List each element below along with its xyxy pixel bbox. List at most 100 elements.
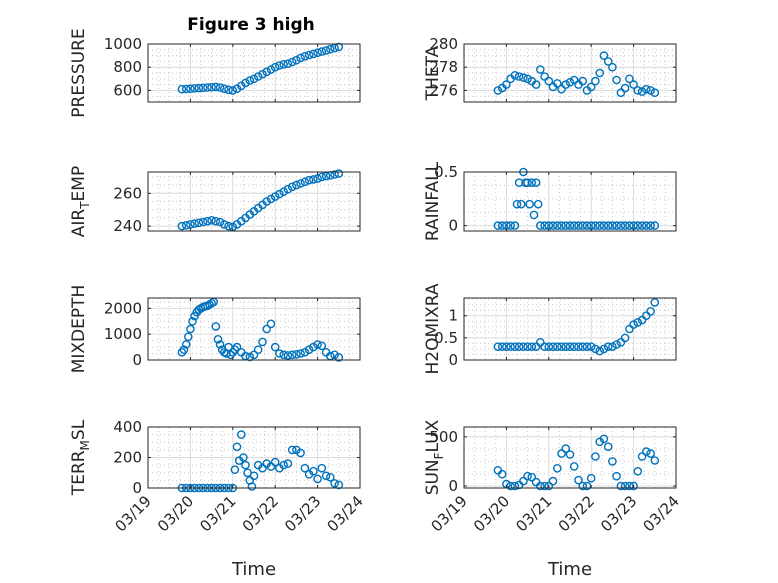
data-point bbox=[266, 319, 276, 329]
data-point bbox=[275, 189, 284, 199]
data-point bbox=[536, 481, 545, 491]
data-point bbox=[569, 462, 579, 471]
data-point bbox=[224, 221, 233, 231]
data-point bbox=[213, 334, 223, 344]
data-point bbox=[578, 76, 588, 86]
data-point bbox=[608, 62, 617, 72]
data-point bbox=[249, 471, 259, 481]
data-point bbox=[582, 481, 592, 491]
data-point bbox=[194, 83, 204, 93]
data-point bbox=[553, 221, 562, 230]
data-point bbox=[544, 481, 554, 491]
x-tick-label: 03/23 bbox=[281, 492, 324, 535]
data-point bbox=[603, 442, 613, 452]
data-point bbox=[561, 80, 571, 89]
data-point bbox=[574, 221, 583, 230]
data-point bbox=[544, 342, 554, 352]
y-tick-label: 400 bbox=[113, 418, 142, 436]
axes-box bbox=[147, 43, 361, 103]
data-point bbox=[198, 217, 208, 227]
data-point bbox=[181, 220, 191, 230]
y-axis-label: PRESSURE bbox=[69, 28, 89, 117]
data-point bbox=[226, 350, 235, 360]
data-point bbox=[529, 210, 539, 220]
data-point bbox=[608, 221, 617, 230]
data-point bbox=[177, 221, 187, 231]
data-point bbox=[497, 342, 507, 352]
data-point bbox=[569, 75, 579, 85]
data-point bbox=[536, 221, 545, 230]
data-point bbox=[642, 84, 651, 94]
data-point bbox=[270, 192, 280, 201]
data-point bbox=[531, 178, 541, 187]
x-tick-label: 03/20 bbox=[470, 492, 513, 535]
data-point bbox=[650, 221, 660, 230]
data-point bbox=[616, 88, 626, 97]
x-tick-label: 03/20 bbox=[154, 492, 197, 535]
y-tick-label: 1000 bbox=[104, 325, 142, 343]
data-point bbox=[275, 61, 284, 70]
y-tick-label: 200 bbox=[113, 449, 142, 467]
data-point bbox=[525, 199, 535, 209]
data-point bbox=[258, 69, 267, 79]
data-point bbox=[283, 459, 293, 468]
data-point bbox=[612, 221, 621, 230]
y-tick-label: 1 bbox=[448, 307, 458, 325]
data-point bbox=[620, 83, 630, 93]
data-point bbox=[578, 481, 588, 491]
data-point bbox=[247, 482, 257, 491]
data-point bbox=[232, 442, 242, 452]
data-point bbox=[557, 342, 566, 352]
data-point bbox=[599, 51, 609, 60]
data-point bbox=[603, 221, 613, 230]
data-point bbox=[497, 469, 507, 479]
data-point bbox=[190, 219, 199, 228]
x-axis-label: Time bbox=[547, 559, 592, 580]
y-tick-label: 260 bbox=[113, 184, 142, 202]
data-point bbox=[241, 460, 250, 470]
y-tick-label: 0 bbox=[448, 217, 458, 235]
data-point bbox=[620, 333, 630, 343]
data-point bbox=[582, 221, 592, 230]
data-point bbox=[561, 221, 571, 230]
data-point bbox=[296, 349, 305, 358]
data-point bbox=[548, 221, 558, 230]
y-tick-label: 0.5 bbox=[434, 163, 458, 181]
data-point bbox=[270, 342, 280, 352]
data-point bbox=[207, 215, 216, 225]
data-point bbox=[279, 460, 289, 470]
data-point bbox=[253, 72, 263, 81]
data-point bbox=[642, 221, 651, 230]
y-tick-label: 1000 bbox=[104, 35, 142, 53]
data-point bbox=[279, 187, 289, 196]
data-point bbox=[186, 84, 195, 93]
data-point bbox=[497, 221, 507, 230]
data-point bbox=[188, 316, 197, 326]
data-point bbox=[317, 47, 327, 56]
data-point bbox=[262, 324, 272, 334]
data-point bbox=[561, 444, 571, 453]
data-point bbox=[330, 170, 339, 179]
data-point bbox=[599, 344, 609, 354]
axes-box bbox=[147, 297, 361, 361]
subplot-mixdepth: 0 1000 2000 MIXDEPTH bbox=[69, 285, 361, 373]
data-point bbox=[536, 65, 545, 74]
data-point bbox=[177, 347, 187, 357]
data-point bbox=[228, 347, 238, 357]
data-point bbox=[296, 179, 305, 188]
x-tick-label: 03/22 bbox=[239, 492, 282, 535]
data-point bbox=[629, 320, 638, 329]
data-point bbox=[637, 452, 647, 461]
figure-title: Figure 3 high bbox=[187, 15, 315, 35]
data-point bbox=[527, 178, 537, 187]
data-point bbox=[300, 347, 310, 357]
data-point bbox=[553, 79, 562, 88]
data-point bbox=[512, 199, 522, 209]
data-point bbox=[557, 221, 566, 230]
y-axis-label: RAINFALL bbox=[423, 161, 443, 241]
data-point bbox=[565, 221, 575, 230]
data-point bbox=[283, 184, 293, 194]
x-tick-label: 03/24 bbox=[324, 492, 367, 535]
data-point bbox=[620, 221, 630, 230]
data-point bbox=[516, 199, 526, 209]
